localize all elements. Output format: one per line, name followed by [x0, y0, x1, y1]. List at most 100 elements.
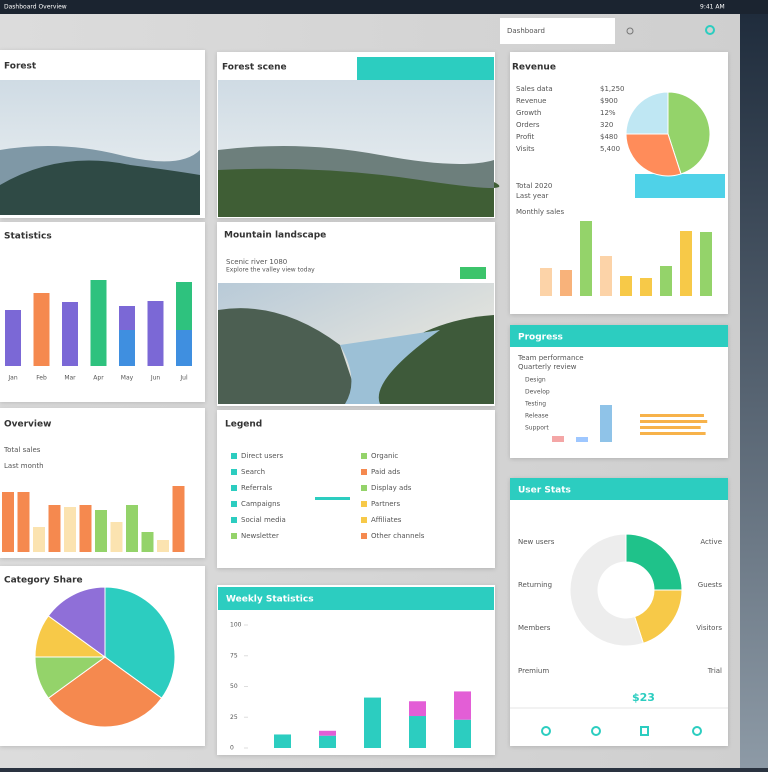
panel [217, 410, 495, 568]
row-label: Develop [525, 389, 550, 396]
bar [560, 270, 572, 296]
pie-slice [47, 586, 106, 658]
stat-label: Returning [518, 581, 552, 589]
legend-label: Affiliates [371, 516, 402, 524]
text: Explore the valley view today [226, 267, 315, 274]
bar [600, 405, 612, 442]
pie-slice [47, 656, 163, 728]
bar [119, 330, 135, 366]
progress-bar [640, 432, 706, 435]
row-label: Revenue [516, 97, 547, 105]
search-box[interactable] [500, 18, 615, 44]
row-label: Sales data [516, 85, 553, 93]
header-strip [510, 325, 728, 347]
header-strip [218, 587, 494, 610]
row-label: Release [525, 413, 549, 420]
bar [110, 522, 123, 552]
nav-icon[interactable] [541, 726, 551, 736]
bar [64, 507, 76, 552]
panel-title: Statistics [4, 232, 52, 242]
panel-title: Progress [518, 333, 563, 343]
bar [660, 266, 672, 296]
x-tick-label: Jan [7, 375, 17, 382]
row-label: Testing [524, 401, 546, 408]
bar [141, 532, 154, 552]
legend-label: Newsletter [241, 532, 279, 540]
stat-label: Guests [698, 581, 723, 589]
stat-label: New users [518, 538, 555, 546]
bar [680, 231, 692, 296]
text: Team performance [517, 354, 584, 362]
legend-swatch [361, 469, 367, 475]
legend-label: Social media [241, 516, 286, 524]
legend-label: Paid ads [371, 468, 401, 476]
legend-label: Display ads [371, 484, 412, 492]
bar [126, 505, 138, 552]
button[interactable] [460, 267, 486, 279]
bar [48, 505, 61, 552]
panel-title: Category Share [4, 576, 83, 586]
forest [0, 160, 200, 215]
text: Last year [516, 192, 549, 200]
nav-icon[interactable] [640, 726, 649, 736]
x-tick-label: Jul [179, 375, 188, 382]
panel-title: User Stats [518, 486, 571, 496]
bar [90, 280, 107, 366]
status: 9:41 AM [700, 4, 725, 11]
bar [576, 437, 588, 442]
bar [364, 697, 381, 748]
panel-title: Forest scene [222, 63, 287, 73]
bar [540, 268, 552, 296]
nav-icon[interactable] [591, 726, 601, 736]
bar [33, 527, 45, 552]
legend-swatch [361, 453, 367, 459]
legend-swatch [231, 517, 237, 523]
legend-label: Direct users [241, 452, 283, 460]
bar [552, 436, 564, 442]
pie-slice [667, 91, 711, 175]
hill [360, 315, 494, 404]
stat-label: Active [700, 538, 722, 546]
bar [409, 716, 426, 748]
y-tick-label: 75 [230, 652, 238, 659]
hill [218, 308, 360, 404]
panel-title: Forest [4, 62, 37, 72]
row-label: Design [525, 377, 546, 384]
legend-swatch [361, 501, 367, 507]
bar [176, 282, 192, 330]
row-label: Orders [516, 121, 540, 129]
bar [95, 510, 107, 552]
settings-icon[interactable] [705, 25, 715, 35]
x-tick-label: Feb [36, 375, 47, 382]
legend-label: Organic [371, 452, 398, 460]
text: Quarterly review [518, 363, 577, 371]
x-tick-label: Jun [150, 375, 161, 382]
bar [409, 701, 426, 717]
pie-slice [625, 133, 682, 177]
legend-label: Partners [371, 500, 400, 508]
panel [217, 585, 495, 755]
text: Last month [4, 462, 44, 470]
divider [315, 497, 350, 500]
row-value: 12% [600, 109, 616, 117]
nav-icon[interactable] [692, 726, 702, 736]
row-label: Profit [516, 133, 535, 141]
bar [319, 730, 336, 736]
progress-bar [640, 414, 704, 417]
stat-label: Premium [518, 667, 549, 675]
text: Total sales [3, 446, 41, 454]
legend-swatch [361, 485, 367, 491]
panel-title: Overview [4, 420, 51, 430]
y-tick-label: 25 [230, 714, 238, 721]
y-tick-label: 50 [230, 683, 238, 690]
search-icon[interactable] [626, 27, 634, 35]
legend-label: Other channels [371, 532, 425, 540]
panel-title: Legend [225, 420, 262, 430]
total: $23 [632, 691, 655, 704]
bar [172, 486, 185, 552]
y-tick-label: 100 [230, 622, 242, 629]
row-label: Visits [516, 145, 535, 153]
forest [218, 168, 500, 217]
header-strip [510, 478, 728, 500]
